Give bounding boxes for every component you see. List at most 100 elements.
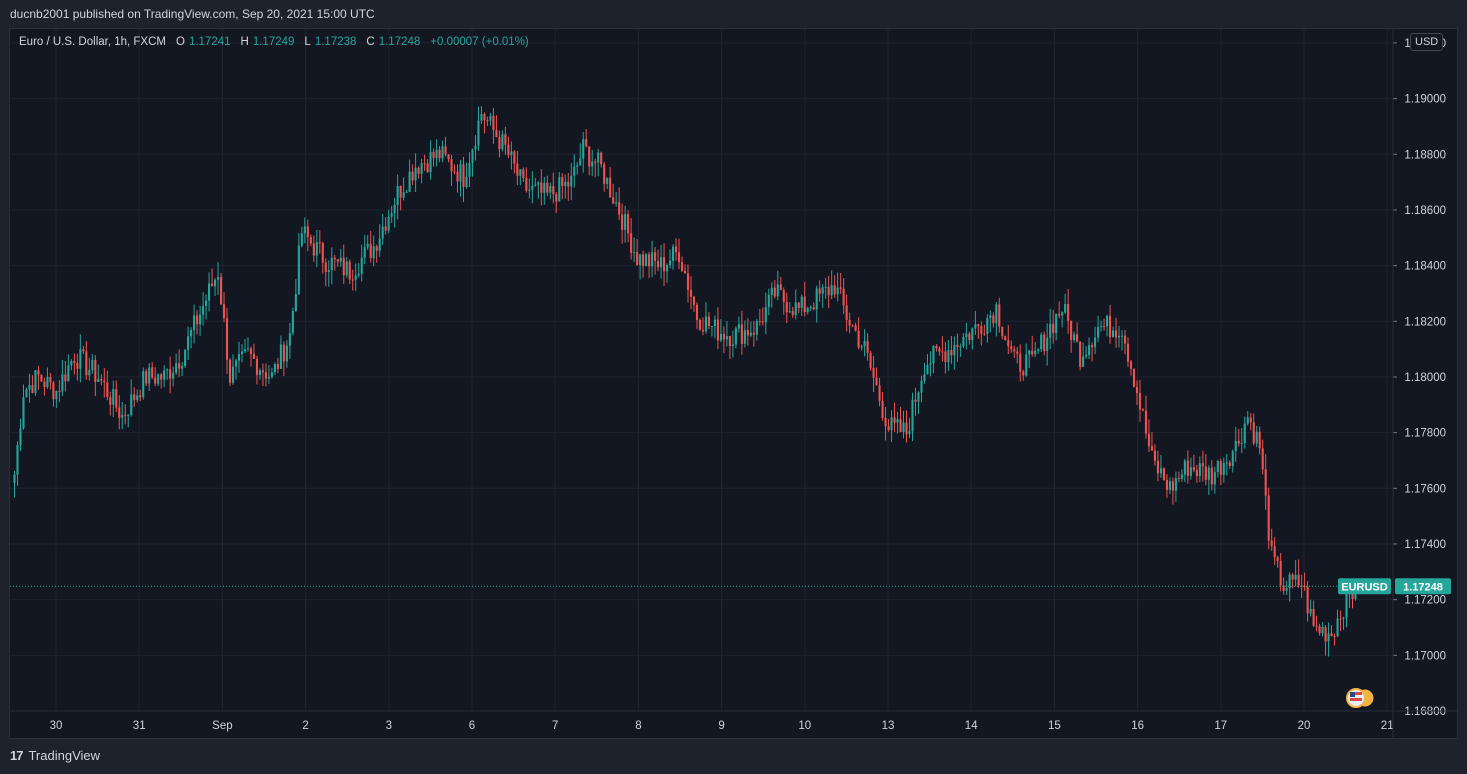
candle-body	[471, 149, 474, 164]
footer-brand[interactable]: 17 TradingView	[10, 748, 100, 763]
candle-body	[64, 374, 67, 382]
x-tick-label: 13	[882, 720, 895, 732]
candle-body	[261, 370, 264, 373]
candle-body	[704, 316, 708, 332]
candle-body	[510, 151, 513, 156]
candle-body	[1120, 335, 1124, 337]
candle-body	[615, 202, 618, 204]
candle-body	[839, 287, 842, 289]
candle-body	[330, 257, 333, 271]
y-tick-label: 1.17400	[1404, 539, 1446, 551]
candle-body	[621, 214, 624, 230]
x-tick-label: 16	[1131, 720, 1144, 732]
candle-body	[722, 333, 725, 340]
candle-body	[986, 318, 989, 334]
currency-button[interactable]: USD	[1410, 33, 1444, 51]
candle-body	[818, 288, 821, 294]
candle-body	[1282, 585, 1285, 591]
candle-body	[106, 382, 109, 398]
candle-body	[552, 186, 555, 195]
candle-body	[1261, 448, 1264, 470]
candle-body	[890, 417, 893, 431]
candle-body	[175, 363, 178, 373]
candle-body	[1085, 354, 1088, 357]
candle-body	[309, 236, 312, 244]
candle-body	[178, 363, 181, 369]
candle-body	[480, 114, 483, 121]
candle-body	[130, 394, 133, 415]
candle-body	[1046, 337, 1049, 351]
candle-body	[863, 340, 866, 347]
candle-body	[184, 349, 187, 367]
candle-body	[393, 204, 396, 214]
y-tick-label: 1.17200	[1404, 595, 1446, 607]
candle-body	[1192, 467, 1195, 471]
symbol-title[interactable]: Euro / U.S. Dollar, 1h, FXCM	[19, 36, 166, 48]
candle-body	[378, 238, 381, 251]
candle-body	[1126, 343, 1130, 362]
candle-body	[998, 304, 1001, 327]
y-tick-label: 1.18400	[1404, 261, 1446, 273]
candle-body	[222, 304, 226, 318]
candle-body	[938, 348, 941, 352]
candle-body	[761, 321, 764, 323]
x-tick-label: 30	[50, 720, 63, 732]
candle-body	[1303, 585, 1306, 587]
candle-body	[100, 378, 103, 381]
candle-body	[1336, 618, 1339, 637]
x-tick-label: 17	[1214, 720, 1227, 732]
candle-body	[16, 445, 19, 475]
candle-body	[680, 262, 684, 271]
candle-body	[1270, 540, 1273, 547]
candle-body	[857, 330, 860, 348]
candle-body	[231, 366, 235, 383]
candle-body	[291, 310, 294, 334]
candle-body	[549, 186, 552, 193]
candle-body	[579, 158, 582, 166]
candle-body	[1279, 561, 1282, 586]
candle-body	[665, 264, 669, 272]
candle-body	[603, 164, 606, 184]
candle-body	[1052, 323, 1055, 333]
candle-body	[567, 181, 570, 187]
candle-body	[528, 189, 531, 191]
candle-body	[348, 261, 351, 280]
candle-body	[546, 182, 549, 193]
candle-body	[1109, 315, 1112, 338]
candle-body	[216, 277, 220, 280]
candle-body	[692, 296, 696, 305]
candle-body	[115, 389, 118, 408]
candle-body	[1129, 361, 1133, 369]
candle-body	[525, 178, 528, 191]
candle-body	[1082, 356, 1085, 367]
candle-body	[423, 163, 426, 165]
candle-body	[755, 321, 758, 335]
candle-body	[555, 194, 558, 202]
candle-body	[534, 184, 537, 186]
candle-body	[519, 169, 522, 176]
candle-body	[1267, 495, 1270, 541]
candle-body	[276, 364, 279, 369]
candle-body	[46, 376, 49, 387]
candle-body	[977, 324, 980, 327]
candle-body	[34, 370, 37, 394]
candle-body	[1300, 585, 1303, 587]
candle-body	[172, 372, 175, 379]
candle-body	[390, 213, 393, 217]
candle-body	[196, 315, 199, 325]
x-tick-label: 20	[1298, 720, 1311, 732]
candle-body	[561, 177, 564, 186]
candle-body	[624, 214, 627, 230]
candle-body	[716, 319, 719, 341]
candle-body	[1025, 354, 1028, 376]
candle-body	[767, 294, 770, 307]
candle-body	[246, 348, 250, 350]
candle-body	[564, 181, 567, 186]
candle-body	[959, 346, 962, 348]
candle-body	[273, 364, 276, 373]
chart-pane[interactable]	[9, 28, 1458, 739]
candle-body	[303, 226, 306, 234]
candle-body	[887, 426, 890, 431]
candle-body	[1276, 557, 1279, 562]
